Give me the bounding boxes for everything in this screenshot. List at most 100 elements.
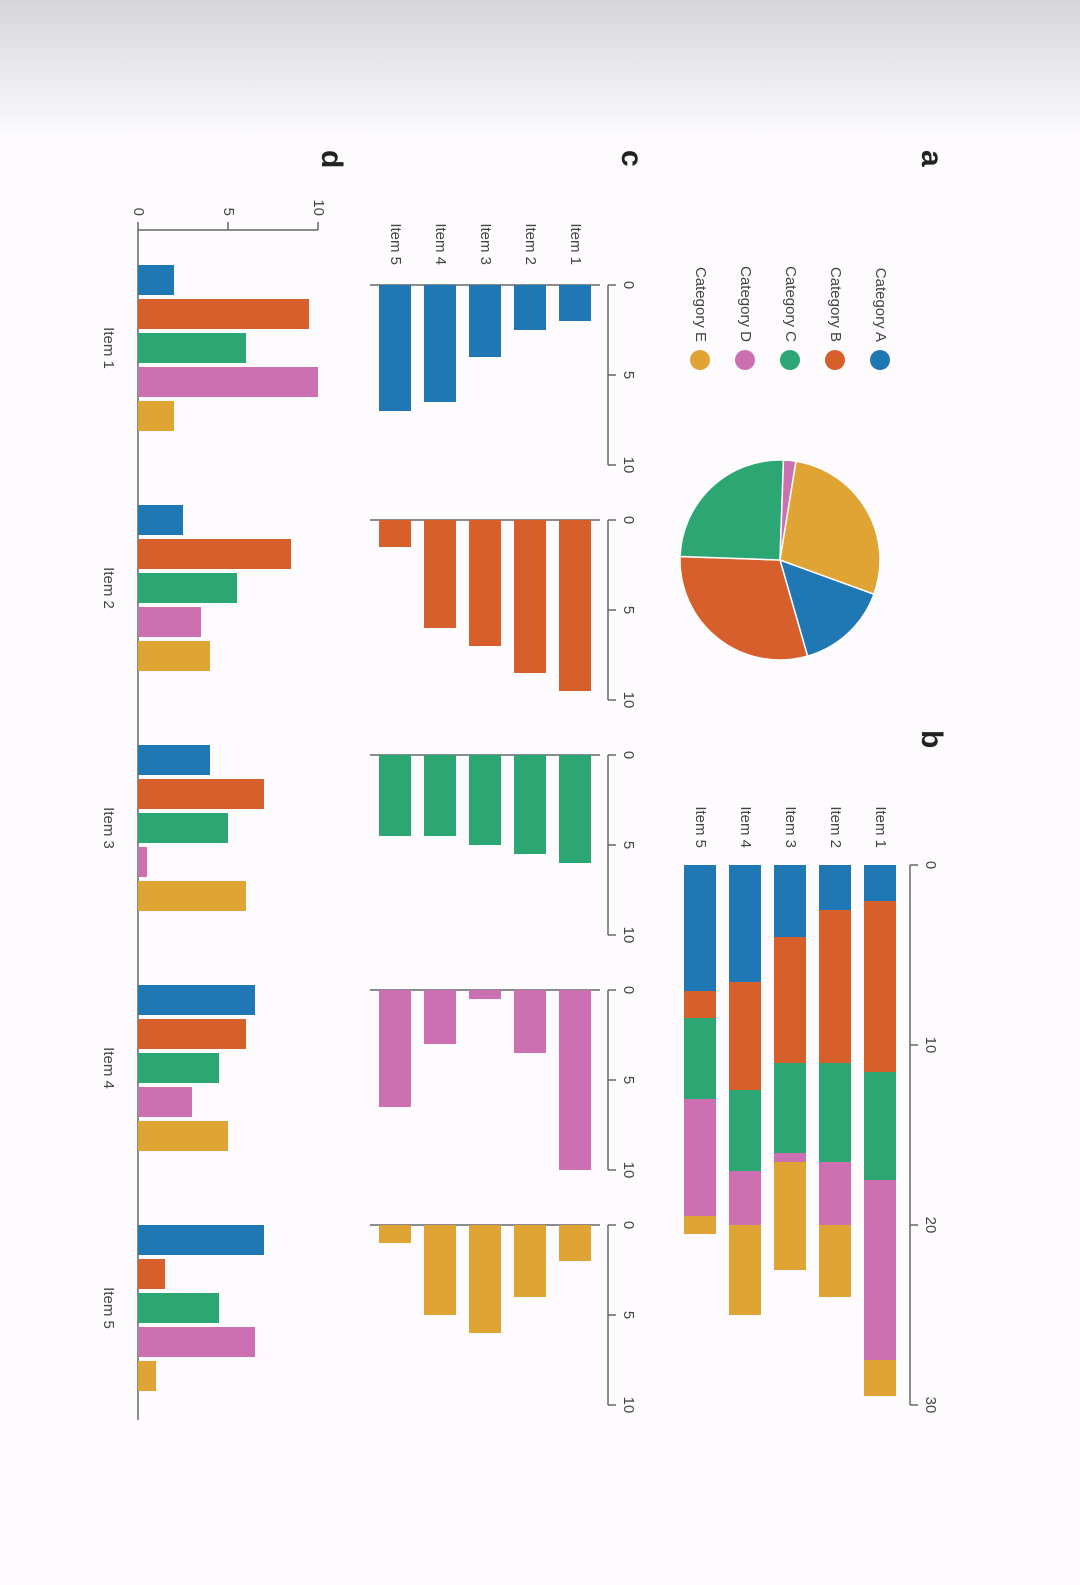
x-tick-label: 5: [620, 841, 637, 849]
y-tick-label: 0: [130, 208, 147, 216]
legend-label: Category C: [782, 266, 799, 342]
bar: [138, 847, 147, 877]
x-tick-label: 10: [620, 1162, 637, 1179]
bar: [138, 813, 228, 843]
bar: [469, 755, 501, 845]
bar: [559, 755, 591, 863]
x-tick-label: Item 2: [100, 567, 117, 609]
bar-segment: [729, 865, 761, 982]
bar-segment: [864, 1180, 896, 1360]
bar: [469, 1225, 501, 1333]
bar: [559, 285, 591, 321]
bar: [138, 985, 255, 1015]
bar-segment: [684, 865, 716, 991]
bar: [138, 333, 246, 363]
pie-slice: [778, 558, 875, 658]
pie-slice: [679, 459, 785, 561]
row-label: Item 2: [522, 223, 539, 265]
row-label: Item 3: [477, 223, 494, 265]
bar: [138, 1327, 255, 1357]
legend-label: Category D: [737, 266, 754, 342]
bar: [379, 520, 411, 547]
x-tick-label: 10: [922, 1037, 939, 1054]
bar: [138, 367, 318, 397]
pie-slice: [679, 555, 809, 661]
legend-marker: [780, 350, 800, 370]
bar: [424, 520, 456, 628]
bar: [424, 990, 456, 1044]
bar-segment: [819, 1225, 851, 1297]
x-tick-label: 0: [922, 861, 939, 869]
bar: [138, 881, 246, 911]
y-tick-label: 5: [220, 208, 237, 216]
bar: [469, 285, 501, 357]
x-tick-label: 5: [620, 1076, 637, 1084]
bar: [138, 265, 174, 295]
x-tick-label: 0: [620, 1221, 637, 1229]
legend-marker: [825, 350, 845, 370]
bar: [138, 1259, 165, 1289]
x-tick-label: 0: [620, 281, 637, 289]
x-tick-label: 5: [620, 606, 637, 614]
bar: [138, 779, 264, 809]
panel-label: c: [615, 150, 648, 167]
x-tick-label: 20: [922, 1217, 939, 1234]
bar: [424, 285, 456, 402]
bar-segment: [864, 901, 896, 1072]
row-label: Item 3: [782, 806, 799, 848]
bar-segment: [819, 865, 851, 910]
legend-label: Category B: [827, 267, 844, 342]
legend-label: Category A: [872, 268, 889, 342]
bar-segment: [774, 937, 806, 1063]
bar: [514, 520, 546, 673]
x-tick-label: 5: [620, 1311, 637, 1319]
bar-segment: [684, 991, 716, 1018]
bar-segment: [819, 1162, 851, 1225]
bar-segment: [774, 1162, 806, 1270]
bar: [138, 505, 183, 535]
bar: [138, 745, 210, 775]
bar: [138, 299, 309, 329]
bar-segment: [774, 865, 806, 937]
y-tick-label: 10: [310, 199, 327, 216]
bar: [138, 641, 210, 671]
panel-label: d: [315, 150, 348, 168]
bar-segment: [684, 1018, 716, 1099]
x-tick-label: Item 5: [100, 1287, 117, 1329]
row-label: Item 2: [827, 806, 844, 848]
bar: [138, 1053, 219, 1083]
row-label: Item 4: [737, 806, 754, 848]
bar: [138, 1361, 156, 1391]
x-tick-label: 10: [620, 457, 637, 474]
x-tick-label: 10: [620, 692, 637, 709]
bar-segment: [729, 1171, 761, 1225]
bar: [469, 990, 501, 999]
legend-marker: [735, 350, 755, 370]
x-tick-label: 30: [922, 1397, 939, 1414]
bar-segment: [684, 1216, 716, 1234]
bar: [559, 990, 591, 1170]
bar: [138, 1225, 264, 1255]
bar: [138, 1087, 192, 1117]
bar: [138, 539, 291, 569]
x-tick-label: 5: [620, 371, 637, 379]
bar-segment: [819, 910, 851, 1063]
row-label: Item 5: [387, 223, 404, 265]
bar: [424, 755, 456, 836]
legend-label: Category E: [692, 267, 709, 342]
x-tick-label: Item 4: [100, 1047, 117, 1089]
bar: [138, 401, 174, 431]
row-label: Item 5: [692, 806, 709, 848]
bar-segment: [774, 1153, 806, 1162]
x-tick-label: 10: [620, 1397, 637, 1414]
bar: [138, 1121, 228, 1151]
bar-segment: [864, 1360, 896, 1396]
row-label: Item 1: [567, 223, 584, 265]
x-tick-label: 0: [620, 986, 637, 994]
bar: [138, 573, 237, 603]
x-tick-label: 0: [620, 751, 637, 759]
panel-label: a: [915, 150, 948, 167]
row-label: Item 4: [432, 223, 449, 265]
bar-segment: [729, 1225, 761, 1315]
bar-segment: [684, 1099, 716, 1216]
